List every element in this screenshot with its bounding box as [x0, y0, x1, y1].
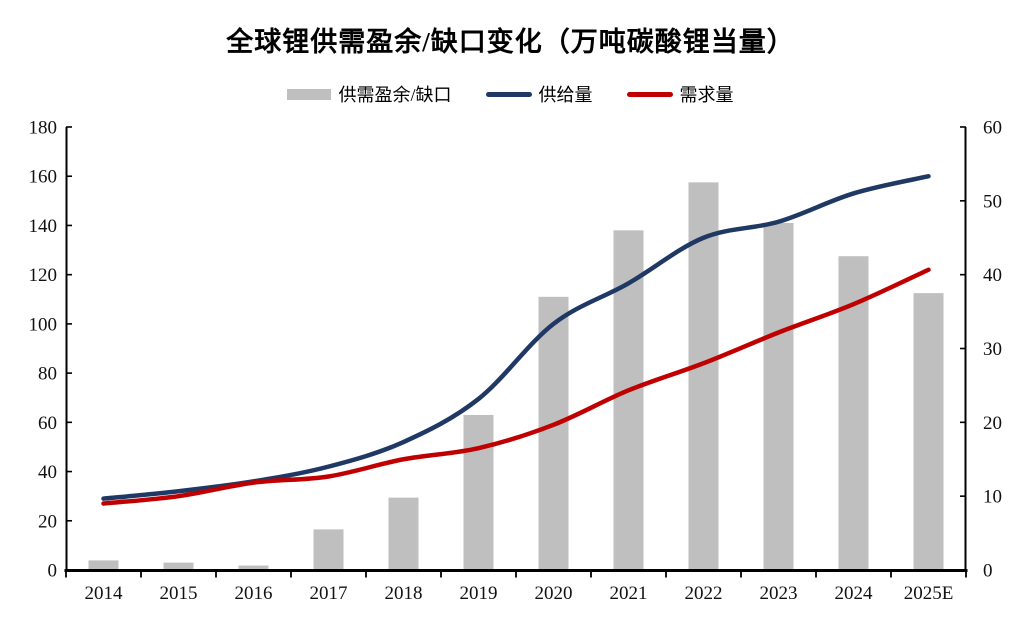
left-axis-label: 0	[48, 561, 58, 582]
left-axis-label: 140	[29, 216, 58, 237]
left-axis-label: 40	[38, 462, 57, 483]
x-axis-label: 2017	[310, 583, 348, 604]
left-axis-label: 60	[38, 413, 57, 434]
left-axis-label: 80	[38, 364, 57, 385]
legend-bar-swatch-icon	[287, 88, 332, 100]
bar-2017	[313, 529, 344, 570]
x-axis-label: 2024	[835, 583, 874, 604]
right-axis-label: 20	[983, 413, 1002, 434]
legend-line-swatch-supply-icon	[485, 91, 532, 97]
x-axis-label: 2021	[610, 583, 648, 604]
x-axis-label: 2018	[385, 583, 423, 604]
legend-item-demand: 需求量	[626, 81, 734, 107]
right-axis-label: 30	[983, 339, 1002, 360]
bar-2019	[463, 414, 494, 570]
legend-item-supply: 供给量	[485, 81, 593, 107]
bar-2014	[88, 560, 119, 570]
x-axis-label: 2025E	[904, 583, 954, 604]
bar-2016	[238, 565, 269, 570]
x-axis-label: 2023	[760, 583, 798, 604]
right-axis-label: 50	[983, 191, 1002, 212]
left-axis-label: 100	[29, 314, 58, 335]
right-axis-label: 60	[983, 118, 1002, 139]
x-axis-label: 2015	[160, 583, 198, 604]
chart-title: 全球锂供需盈余/缺口变化（万吨碳酸锂当量）	[226, 27, 795, 57]
demand-line	[101, 267, 931, 506]
bar-2023	[763, 222, 794, 570]
x-axis-label: 2019	[460, 583, 498, 604]
legend-label-demand: 需求量	[679, 85, 734, 105]
left-axis-label: 20	[38, 511, 57, 532]
x-axis-label: 2016	[235, 583, 273, 604]
legend-line-swatch-demand-icon	[626, 91, 673, 97]
x-axis-label: 2020	[535, 583, 573, 604]
x-axis-label: 2014	[85, 583, 124, 604]
right-axis-label: 0	[983, 561, 993, 582]
legend-label-surplus: 供需盈余/缺口	[338, 85, 452, 105]
supply-line	[101, 173, 931, 501]
bar-2025E	[913, 293, 944, 570]
legend: 供需盈余/缺口 供给量 需求量	[0, 81, 1021, 107]
bar-2020	[538, 296, 569, 570]
right-axis-label: 40	[983, 265, 1002, 286]
bar-2022	[688, 182, 719, 570]
legend-item-surplus: 供需盈余/缺口	[287, 81, 452, 107]
right-axis-label: 10	[983, 487, 1002, 508]
left-axis-label: 120	[29, 265, 58, 286]
bar-2015	[163, 562, 194, 570]
left-axis-label: 180	[29, 118, 58, 139]
left-axis-label: 160	[29, 167, 58, 188]
x-axis-label: 2022	[685, 583, 723, 604]
bar-2018	[388, 497, 419, 570]
legend-label-supply: 供给量	[538, 85, 593, 105]
